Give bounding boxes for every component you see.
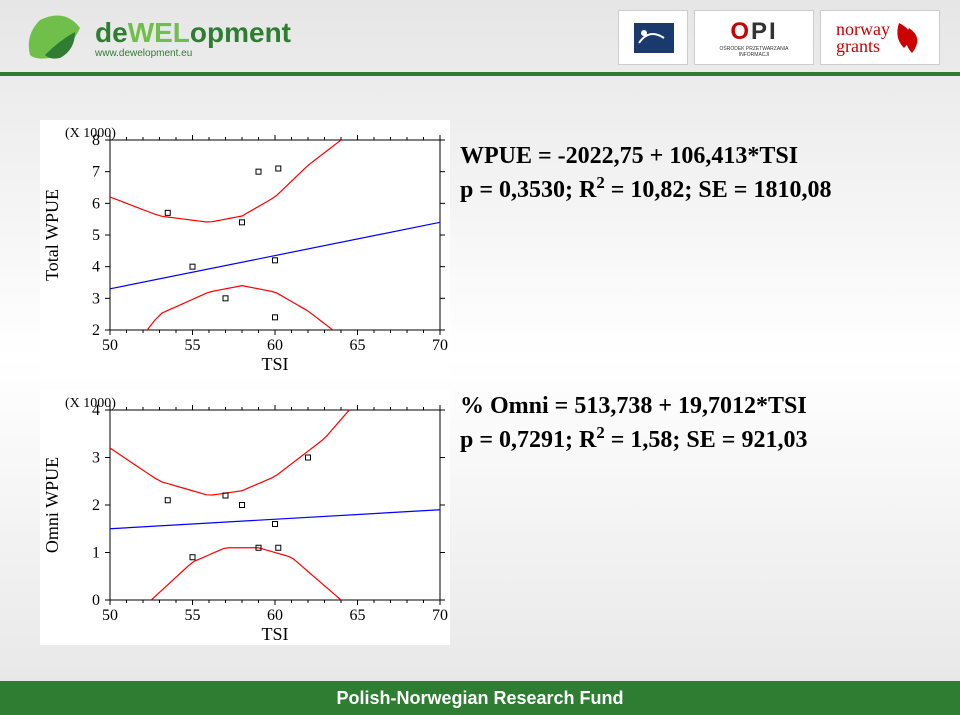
svg-text:TSI: TSI (262, 624, 289, 644)
eq2-line1: % Omni = 513,738 + 19,7012*TSI (460, 390, 807, 422)
svg-text:3: 3 (92, 450, 100, 467)
opi-subtext: OŚRODEK PRZETWARZANIA INFORMACJI (705, 46, 803, 58)
svg-text:65: 65 (350, 337, 366, 354)
svg-text:70: 70 (432, 607, 448, 624)
svg-text:deWELopment: deWELopment (95, 17, 291, 48)
svg-text:65: 65 (350, 607, 366, 624)
svg-text:50: 50 (102, 607, 118, 624)
svg-text:Omni WPUE: Omni WPUE (42, 457, 62, 553)
svg-text:60: 60 (267, 337, 283, 354)
svg-text:1: 1 (92, 545, 100, 562)
logo-dewelopment: deWELopment www.dewelopment.eu (20, 10, 320, 65)
footer-bar: Polish-Norwegian Research Fund (0, 681, 960, 715)
svg-text:50: 50 (102, 337, 118, 354)
svg-text:70: 70 (432, 337, 448, 354)
chart-omni-wpue: 505560657001234TSIOmni WPUE(X 1000) (40, 390, 450, 650)
chart1-svg: 50556065702345678TSITotal WPUE(X 1000) (40, 120, 450, 375)
partner-logo-norway-grants: norway grants (820, 10, 940, 65)
svg-text:3: 3 (92, 290, 100, 307)
svg-text:TSI: TSI (262, 354, 289, 374)
header: deWELopment www.dewelopment.eu OPI OŚROD… (0, 0, 960, 75)
svg-text:(X 1000): (X 1000) (65, 126, 116, 141)
svg-text:(X 1000): (X 1000) (65, 396, 116, 411)
svg-text:55: 55 (185, 607, 201, 624)
footer-text: Polish-Norwegian Research Fund (336, 688, 623, 709)
partner-logo-opi: OPI OŚRODEK PRZETWARZANIA INFORMACJI (694, 10, 814, 65)
svg-text:7: 7 (92, 164, 100, 181)
eq2-line2: p = 0,7291; R2 = 1,58; SE = 921,03 (460, 422, 807, 456)
content: 50556065702345678TSITotal WPUE(X 1000) W… (0, 100, 960, 675)
svg-text:4: 4 (92, 259, 100, 276)
svg-text:55: 55 (185, 337, 201, 354)
equation-omni-wpue: % Omni = 513,738 + 19,7012*TSI p = 0,729… (460, 390, 807, 457)
svg-text:Total WPUE: Total WPUE (42, 189, 62, 281)
svg-text:2: 2 (92, 322, 100, 339)
partner-logo-1 (618, 10, 688, 65)
svg-text:5: 5 (92, 227, 100, 244)
partner-logos: OPI OŚRODEK PRZETWARZANIA INFORMACJI nor… (618, 10, 940, 65)
eq1-line2: p = 0,3530; R2 = 10,82; SE = 1810,08 (460, 172, 831, 206)
eq1-line1: WPUE = -2022,75 + 106,413*TSI (460, 140, 831, 172)
header-divider (0, 72, 960, 76)
svg-text:2: 2 (92, 497, 100, 514)
grants-text: grants (836, 38, 890, 54)
svg-text:6: 6 (92, 195, 100, 212)
dewelopment-logo-svg: deWELopment www.dewelopment.eu (20, 10, 320, 65)
logo-subtext: www.dewelopment.eu (94, 48, 192, 59)
equation-total-wpue: WPUE = -2022,75 + 106,413*TSI p = 0,3530… (460, 140, 831, 207)
chart-total-wpue: 50556065702345678TSITotal WPUE(X 1000) (40, 120, 450, 380)
svg-text:0: 0 (92, 592, 100, 609)
chart2-svg: 505560657001234TSIOmni WPUE(X 1000) (40, 390, 450, 645)
svg-text:60: 60 (267, 607, 283, 624)
